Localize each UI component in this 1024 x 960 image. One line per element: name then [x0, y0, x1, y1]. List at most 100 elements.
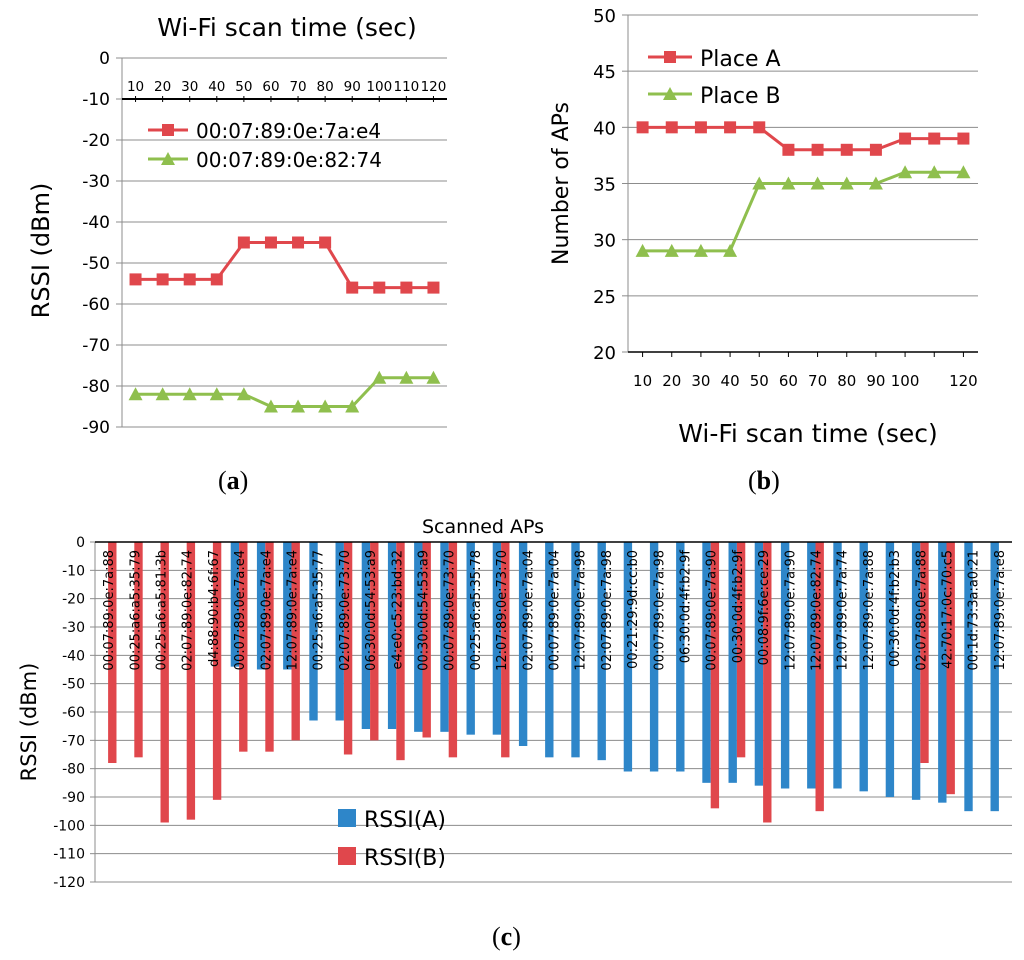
category-label: 00:30:0d:54:53:a9	[417, 550, 432, 671]
chart-a-title: Wi-Fi scan time (sec)	[157, 13, 417, 42]
x-tick-label: 20	[154, 79, 171, 95]
legend-label: Place B	[700, 84, 781, 109]
bar-rssi-b	[370, 542, 379, 741]
data-point	[869, 143, 882, 156]
bar-rssi-a	[283, 542, 292, 670]
x-tick-label: 30	[181, 79, 198, 95]
chart-c: 0 -10 -20 -30 -40 -50 -60 -70 -80 -90 -100 -110 -120…	[17, 516, 1012, 891]
legend-label: RSSI(B)	[364, 846, 446, 871]
data-point	[209, 387, 224, 401]
bar-rssi-b	[134, 542, 143, 758]
bar-rssi-b	[763, 542, 772, 823]
bar-rssi-a	[780, 542, 790, 789]
y-tick-label: -100	[53, 818, 85, 834]
category-label: 06:30:0d:4f:b2:9f	[679, 550, 694, 664]
category-label: 12:07:89:0e:7a:88	[862, 550, 877, 671]
category-label: 12:07:89:0e:7a:e8	[993, 550, 1008, 670]
x-tick-label: 40	[208, 79, 225, 95]
x-tick-label: 90	[344, 79, 361, 95]
category-label: 12:07:89:0e:7a:e4	[286, 550, 301, 670]
category-label: 00:07:89:0e:7a:98	[652, 550, 667, 671]
bar-rssi-b	[422, 542, 431, 738]
y-tick-label: -20	[82, 131, 110, 151]
y-tick-label: 30	[593, 231, 616, 252]
y-tick-label: -60	[62, 705, 85, 721]
category-label: e4:e0:c5:23:bd:32	[390, 550, 405, 669]
bar-rssi-a	[597, 542, 606, 761]
bar-rssi-b	[160, 542, 169, 823]
data-point	[928, 132, 941, 145]
data-point	[319, 236, 332, 249]
data-point	[635, 243, 650, 257]
bar-rssi-a	[728, 542, 737, 783]
data-point	[426, 370, 441, 384]
data-point	[724, 121, 737, 134]
bar-rssi-a	[702, 542, 711, 783]
category-label: 00:07:89:0e:7a:90	[705, 550, 720, 671]
data-point	[237, 236, 250, 249]
data-point	[956, 165, 971, 179]
chart-b-ylabel: Number of APs	[549, 102, 574, 265]
bar-rssi-a	[335, 542, 344, 721]
chart-b: 20 25 30 35 40 45 50 10 20 30 40 50 60 70 80 90 100 120 Wi…	[549, 6, 978, 448]
legend-swatch-marker	[162, 124, 174, 136]
category-label: 00:07:89:0e:7a:e4	[233, 550, 248, 670]
bar-rssi-a	[387, 542, 397, 729]
bar-rssi-b	[448, 542, 458, 758]
data-point	[898, 165, 913, 179]
bar-rssi-b	[239, 542, 248, 752]
y-tick-label: -70	[82, 336, 110, 356]
data-point	[264, 236, 277, 249]
data-point	[155, 387, 170, 401]
y-tick-label: -70	[62, 733, 85, 749]
data-point	[156, 273, 169, 286]
bar-rssi-a	[938, 542, 947, 803]
category-label: 00:30:0d:4f:b2:9f	[731, 550, 746, 664]
chart-c-title: Scanned APs	[422, 516, 544, 538]
bar-rssi-b	[212, 542, 222, 800]
y-tick-label: 35	[593, 175, 616, 196]
category-label: 12:07:89:0e:82:74	[810, 550, 825, 671]
data-point	[839, 176, 854, 190]
y-tick-label: -60	[82, 295, 110, 315]
x-tick-label: 60	[262, 79, 279, 95]
bar-rssi-a	[571, 542, 580, 758]
legend-swatch-marker	[161, 152, 175, 165]
data-point	[263, 399, 278, 413]
data-point	[291, 399, 306, 413]
y-tick-label: -90	[82, 418, 110, 438]
bar-rssi-b	[736, 542, 746, 758]
y-tick-label: 0	[76, 535, 85, 551]
bar-rssi-b	[108, 542, 117, 763]
data-point	[694, 121, 707, 134]
data-point	[318, 399, 333, 413]
data-point	[373, 281, 386, 294]
bar-rssi-a	[807, 542, 816, 789]
category-label: 00:25:a6:a5:35:78	[469, 550, 484, 671]
y-tick-label: -40	[82, 213, 110, 233]
bar-rssi-a	[911, 542, 921, 800]
bar-rssi-a	[518, 542, 528, 746]
category-label: 00:30:0d:4f:b2:b3	[888, 550, 903, 667]
chart-c-ylabel: RSSI (dBm)	[17, 663, 41, 782]
data-point	[182, 387, 197, 401]
x-tick-label: 50	[750, 372, 769, 390]
category-label: 02:07:89:0e:82:74	[181, 550, 196, 671]
category-label: 12:07:89:0e:73:70	[495, 550, 510, 671]
y-tick-label: -80	[82, 377, 110, 397]
panel-label-a: (a)	[218, 466, 249, 495]
bar-rssi-a	[466, 542, 475, 735]
chart-a: 0 -10 -20 -30 -40 -50 -60 -70 -80 -90 10 20 30 40 50 60…	[27, 13, 447, 438]
data-point	[723, 243, 738, 257]
category-label: 12:07:89:0e:7a:98	[574, 550, 589, 671]
data-point	[292, 236, 305, 249]
category-label: 06:30:0d:54:53:a9	[364, 550, 379, 671]
data-point	[840, 143, 853, 156]
bar-rssi-b	[291, 542, 300, 741]
y-tick-label: -30	[62, 620, 85, 636]
y-tick-label: 50	[593, 6, 616, 27]
x-tick-label: 80	[317, 79, 334, 95]
category-label: 00:21:29:9d:cc:b0	[626, 550, 641, 669]
data-point	[693, 243, 708, 257]
